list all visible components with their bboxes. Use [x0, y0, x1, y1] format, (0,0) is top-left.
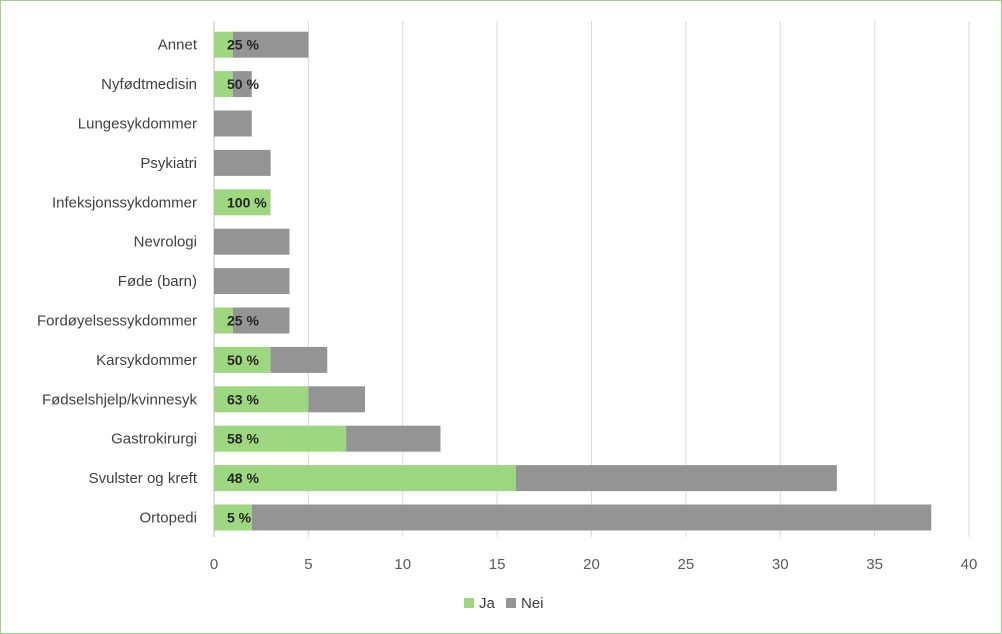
x-tick-label-25: 25 [678, 556, 695, 573]
x-tick-label-5: 5 [304, 556, 312, 573]
bar-nei-11 [516, 465, 837, 492]
x-tick-label-15: 15 [489, 556, 506, 573]
bar-nei-10 [346, 425, 441, 452]
x-tick-label-35: 35 [866, 556, 883, 573]
bar-nei-9 [308, 386, 365, 413]
data-label-1: 50 % [227, 76, 259, 92]
bar-nei-7 [232, 307, 290, 334]
data-label-0: 25 % [227, 37, 259, 53]
bar-ja-4 [214, 189, 271, 216]
bar-ja-8 [214, 346, 271, 373]
category-label-5: Nevrologi [134, 234, 197, 251]
category-label-4: Infeksjonssykdommer [52, 194, 197, 211]
data-label-11: 48 % [227, 470, 259, 486]
bar-nei-2 [214, 110, 252, 137]
bar-ja-1 [214, 71, 233, 98]
data-label-4: 100 % [227, 194, 267, 210]
category-label-1: Nyfødtmedisin [101, 76, 197, 93]
data-label-7: 25 % [227, 313, 259, 329]
data-label-10: 58 % [227, 431, 259, 447]
bar-nei-5 [214, 228, 290, 255]
bar-nei-12 [251, 504, 932, 531]
bar-nei-8 [270, 346, 328, 373]
bar-ja-0 [214, 31, 233, 58]
legend-swatch-ja [464, 598, 474, 608]
x-tick-label-10: 10 [394, 556, 411, 573]
bar-nei-0 [232, 31, 309, 58]
category-label-9: Fødselshjelp/kvinnesyk [42, 391, 198, 408]
x-tick-label-40: 40 [961, 556, 978, 573]
legend-label-ja: Ja [479, 595, 496, 612]
data-label-8: 50 % [227, 352, 259, 368]
bar-ja-9 [214, 386, 309, 413]
x-tick-label-30: 30 [772, 556, 789, 573]
bar-ja-12 [214, 504, 252, 531]
x-tick-label-20: 20 [583, 556, 600, 573]
data-label-12: 5 % [227, 510, 252, 526]
bar-ja-11 [214, 465, 516, 492]
data-label-9: 63 % [227, 391, 259, 407]
category-label-2: Lungesykdommer [78, 116, 197, 133]
legend-label-nei: Nei [521, 595, 544, 612]
legend-swatch-nei [506, 598, 516, 608]
category-label-12: Ortopedi [139, 510, 197, 527]
bar-nei-3 [214, 149, 271, 176]
bar-nei-6 [214, 268, 290, 295]
category-label-8: Karsykdommer [96, 352, 197, 369]
x-tick-label-0: 0 [210, 556, 218, 573]
bar-nei-1 [232, 71, 252, 98]
category-label-7: Fordøyelsessykdommer [37, 313, 197, 330]
category-label-11: Svulster og kreft [89, 470, 198, 487]
bar-ja-10 [214, 425, 347, 452]
category-label-3: Psykiatri [140, 155, 197, 172]
category-label-0: Annet [158, 37, 198, 54]
bar-ja-7 [214, 307, 233, 334]
category-label-6: Føde (barn) [118, 273, 197, 290]
category-label-10: Gastrokirurgi [111, 431, 197, 448]
